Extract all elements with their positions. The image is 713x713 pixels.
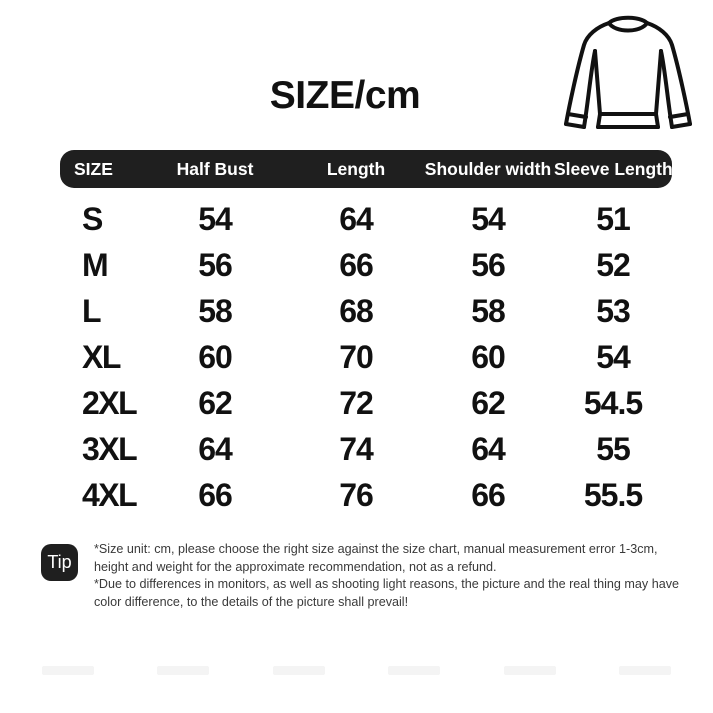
sleeve-length-cell: 53 — [596, 292, 631, 329]
sleeve-length-cell: 55.5 — [583, 476, 643, 513]
size-cell: S — [82, 200, 103, 237]
half-bust-cell: 54 — [198, 200, 233, 237]
sleeve-length-cell: 54.5 — [583, 384, 643, 421]
tip-note-color-difference: *Due to differences in monitors, as well… — [94, 577, 680, 609]
shoulder-width-cell: 56 — [471, 246, 506, 283]
size-table-body: S 54 64 54 51 M 56 66 56 52 L 58 68 58 5… — [60, 196, 672, 518]
length-cell: 74 — [339, 430, 374, 467]
sleeve-length-cell: 55 — [596, 430, 631, 467]
size-table: SIZE Half Bust Length Shoulder width Sle… — [60, 150, 673, 518]
watermark-row — [42, 664, 671, 677]
sleeve-length-cell: 54 — [596, 338, 631, 375]
shoulder-width-cell: 54 — [471, 200, 506, 237]
tip-section: Tip *Size unit: cm, please choose the ri… — [41, 541, 681, 611]
tip-note-size-unit: *Size unit: cm, please choose the right … — [94, 542, 658, 574]
size-cell: XL — [82, 338, 121, 375]
length-cell: 66 — [339, 246, 374, 283]
shoulder-width-cell: 58 — [471, 292, 506, 329]
column-header-sleeve-length: Sleeve Length — [554, 158, 673, 179]
column-header-length: Length — [326, 158, 386, 179]
shoulder-width-cell: 62 — [471, 384, 506, 421]
size-cell: 2XL — [82, 384, 138, 421]
sweater-icon — [564, 15, 692, 129]
half-bust-cell: 56 — [198, 246, 233, 283]
sleeve-length-cell: 52 — [596, 246, 631, 283]
table-row: L 58 68 58 53 — [60, 288, 672, 334]
table-row: 3XL 64 74 64 55 — [60, 426, 672, 472]
length-cell: 68 — [339, 292, 374, 329]
size-cell: 3XL — [82, 430, 138, 467]
page-title: SIZE/cm — [269, 74, 421, 117]
column-header-size: SIZE — [74, 158, 113, 179]
length-cell: 76 — [339, 476, 374, 513]
table-row: 2XL 62 72 62 54.5 — [60, 380, 672, 426]
tip-notes: *Size unit: cm, please choose the right … — [94, 541, 681, 611]
length-cell: 72 — [339, 384, 374, 421]
size-cell: 4XL — [82, 476, 138, 513]
table-row: S 54 64 54 51 — [60, 196, 672, 242]
half-bust-cell: 60 — [198, 338, 233, 375]
shoulder-width-cell: 64 — [471, 430, 506, 467]
column-header-shoulder-width: Shoulder width — [424, 158, 552, 179]
half-bust-cell: 58 — [198, 292, 233, 329]
table-row: XL 60 70 60 54 — [60, 334, 672, 380]
length-cell: 70 — [339, 338, 374, 375]
half-bust-cell: 64 — [198, 430, 233, 467]
size-cell: L — [82, 292, 102, 329]
size-table-header: SIZE Half Bust Length Shoulder width Sle… — [60, 150, 673, 188]
table-row: M 56 66 56 52 — [60, 242, 672, 288]
tip-badge: Tip — [41, 544, 78, 581]
shoulder-width-cell: 60 — [471, 338, 506, 375]
sleeve-length-cell: 51 — [596, 200, 631, 237]
shoulder-width-cell: 66 — [471, 476, 506, 513]
size-cell: M — [82, 246, 109, 283]
half-bust-cell: 66 — [198, 476, 233, 513]
half-bust-cell: 62 — [198, 384, 233, 421]
length-cell: 64 — [339, 200, 374, 237]
table-row: 4XL 66 76 66 55.5 — [60, 472, 672, 518]
column-header-half-bust: Half Bust — [176, 158, 254, 179]
